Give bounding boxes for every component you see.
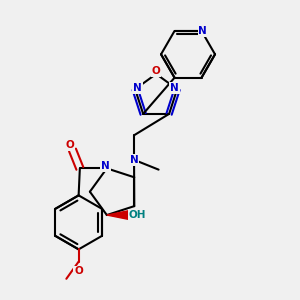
Text: OH: OH bbox=[129, 210, 146, 220]
Polygon shape bbox=[107, 211, 129, 220]
Text: N: N bbox=[170, 83, 179, 93]
Text: O: O bbox=[152, 67, 161, 76]
Text: O: O bbox=[66, 140, 74, 150]
Text: N: N bbox=[198, 26, 207, 36]
Text: N: N bbox=[101, 161, 110, 171]
Text: N: N bbox=[133, 83, 142, 93]
Text: N: N bbox=[130, 155, 138, 165]
Text: O: O bbox=[74, 266, 83, 276]
